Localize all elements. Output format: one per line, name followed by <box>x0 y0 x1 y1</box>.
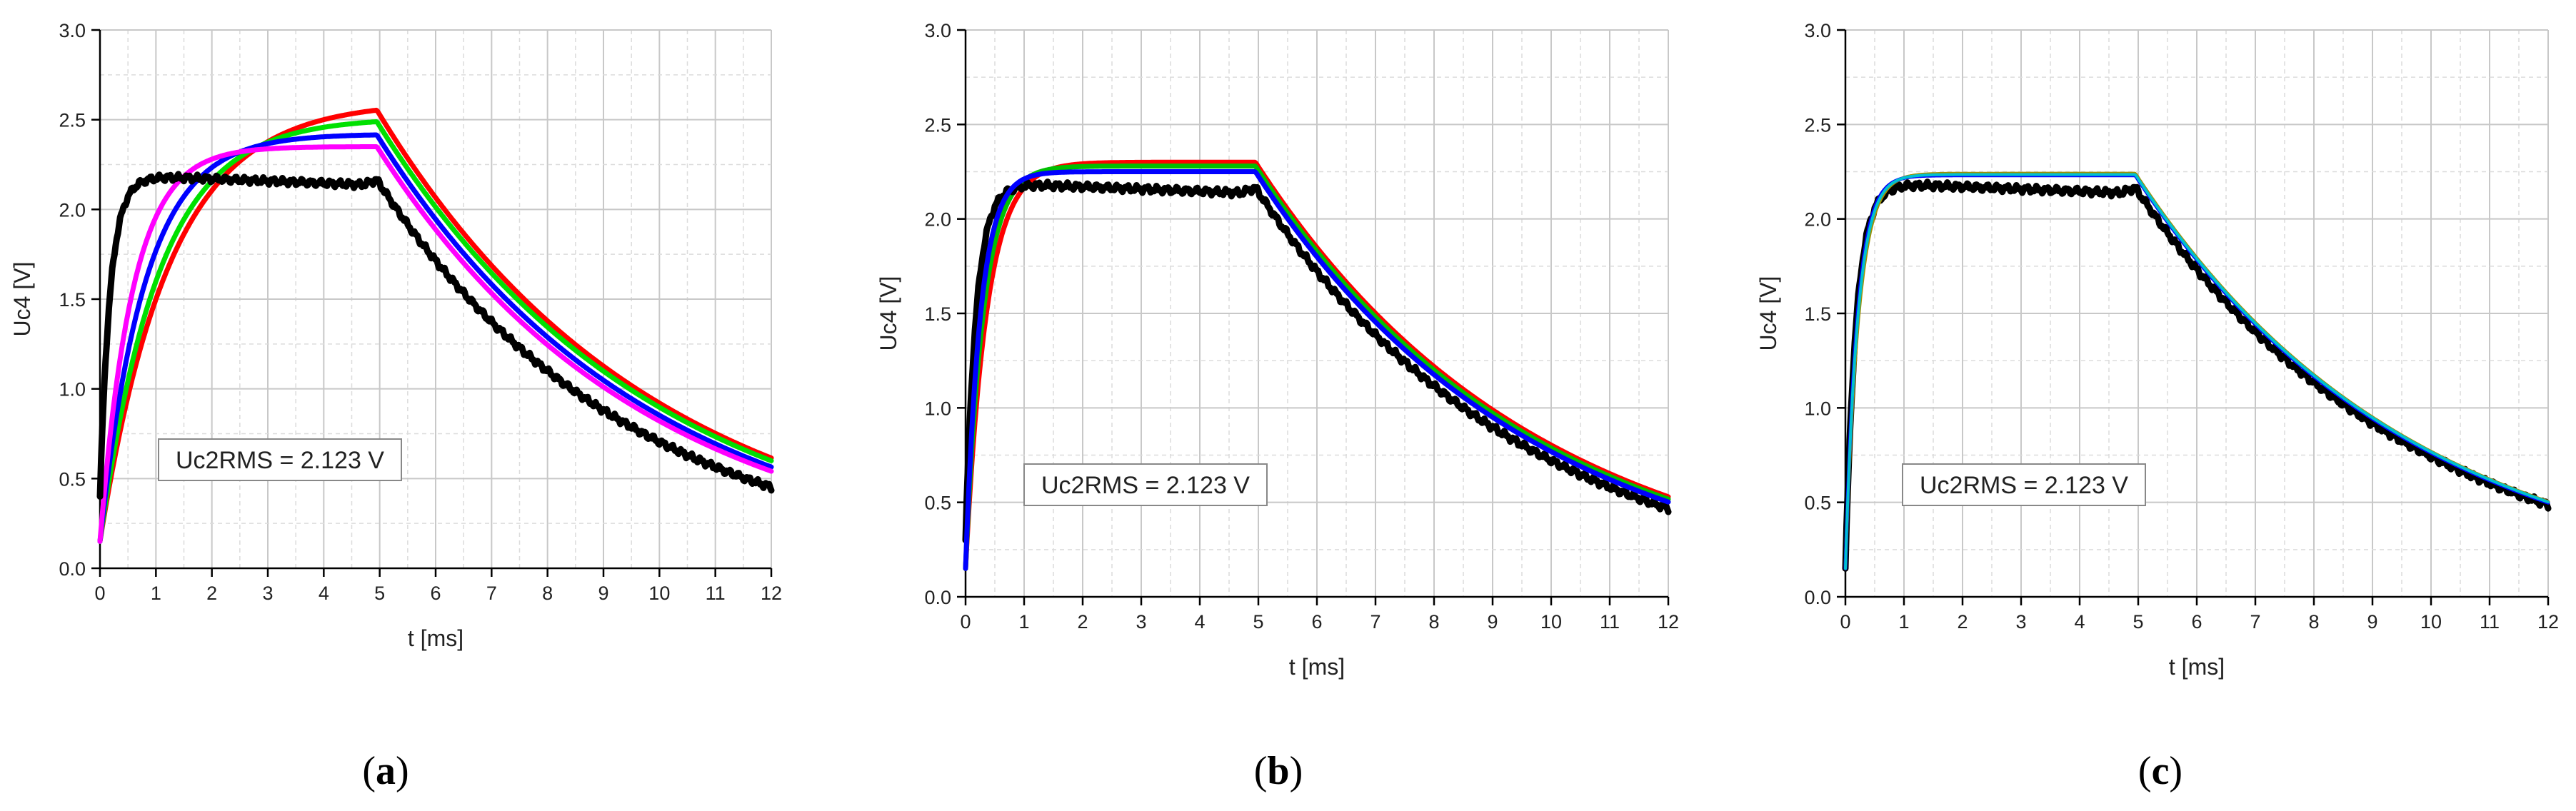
x-tick-label: 7 <box>2250 611 2260 633</box>
x-tick-label: 11 <box>706 583 726 604</box>
y-axis-title: Uc4 [V] <box>876 276 901 351</box>
x-tick-label: 12 <box>2537 611 2559 633</box>
y-tick-label: 2.5 <box>924 114 951 136</box>
x-tick-label: 1 <box>1018 611 1029 633</box>
x-tick-label: 6 <box>430 583 441 604</box>
series-line-measured <box>96 171 775 500</box>
chart-panel-c: 0 1 2 3 4 5 6 7 8 9 10 11 120.00.51.01.52.02.53.0t [… <box>1755 20 2559 793</box>
chart-panel-b: 0 1 2 3 4 5 6 7 8 9 10 11 120.00.51.01.52.02.53.0t [… <box>876 20 1679 793</box>
x-tick-label: 5 <box>2133 611 2143 633</box>
y-tick-label: 1.0 <box>924 398 951 419</box>
y-tick-label: 2.0 <box>1804 209 1831 231</box>
y-tick-label: 3.0 <box>1804 20 1831 41</box>
y-tick-label: 0.5 <box>59 468 86 490</box>
y-tick-label: 1.5 <box>924 303 951 325</box>
y-axis-title: Uc4 [V] <box>9 262 35 337</box>
y-tick-label: 1.5 <box>59 289 86 311</box>
x-tick-label: 7 <box>486 583 497 604</box>
series-line-green <box>963 163 1671 571</box>
panel-label: (c) <box>2138 749 2182 793</box>
x-tick-label: 10 <box>2420 611 2442 633</box>
y-tick-label: 0.0 <box>924 587 951 608</box>
x-tick-label: 5 <box>374 583 385 604</box>
annotation-box <box>1023 463 1268 506</box>
series-line-measured <box>962 178 1672 544</box>
y-tick-label: 1.5 <box>1804 303 1831 325</box>
x-axis-title: t [ms] <box>2169 654 2225 680</box>
series-line-cyan <box>1844 173 2550 570</box>
y-tick-label: 1.0 <box>1804 398 1831 419</box>
x-tick-label: 9 <box>598 583 608 604</box>
x-tick-label: 12 <box>761 583 782 604</box>
panel-label: (a) <box>362 749 409 793</box>
x-tick-label: 4 <box>2074 611 2085 633</box>
annotation-box <box>158 438 402 481</box>
x-axis-title: t [ms] <box>408 625 463 651</box>
series-line-magenta <box>97 144 774 544</box>
x-tick-label: 0 <box>94 583 105 604</box>
x-tick-label: 10 <box>648 583 670 604</box>
chart-panel-a: 0 1 2 3 4 5 6 7 8 9 10 11 120.00.51.01.52.02.53.0t [… <box>9 20 782 793</box>
x-tick-label: 8 <box>1428 611 1439 633</box>
x-tick-label: 3 <box>2015 611 2026 633</box>
x-tick-label: 4 <box>1194 611 1205 633</box>
x-tick-label: 2 <box>1077 611 1088 633</box>
x-tick-label: 3 <box>1136 611 1146 633</box>
x-tick-label: 1 <box>151 583 161 604</box>
x-tick-label: 12 <box>1658 611 1679 633</box>
x-tick-label: 6 <box>1311 611 1322 633</box>
x-tick-label: 2 <box>206 583 217 604</box>
series-line-measured <box>1842 178 2552 572</box>
y-tick-label: 3.0 <box>924 20 951 41</box>
y-tick-label: 0.0 <box>59 558 86 580</box>
x-tick-label: 11 <box>2480 611 2500 633</box>
x-tick-label: 4 <box>319 583 329 604</box>
x-tick-label: 10 <box>1540 611 1562 633</box>
x-tick-label: 2 <box>1957 611 1968 633</box>
series-line-blue <box>97 132 774 544</box>
annotation-text: Uc2RMS = 2.123 V <box>1041 472 1250 499</box>
x-tick-label: 5 <box>1253 611 1263 633</box>
y-tick-label: 3.0 <box>59 20 86 41</box>
annotation-box <box>1902 463 2146 506</box>
x-tick-label: 8 <box>542 583 553 604</box>
x-tick-label: 3 <box>262 583 273 604</box>
x-tick-label: 8 <box>2308 611 2319 633</box>
annotation-text: Uc2RMS = 2.123 V <box>176 447 384 474</box>
x-tick-label: 0 <box>960 611 971 633</box>
y-tick-label: 0.5 <box>1804 493 1831 514</box>
series-line-red <box>97 107 774 544</box>
y-tick-label: 2.5 <box>1804 114 1831 136</box>
y-tick-label: 1.0 <box>59 379 86 401</box>
x-tick-label: 1 <box>1898 611 1909 633</box>
y-axis-title: Uc4 [V] <box>1755 276 1781 351</box>
panel-label: (b) <box>1254 749 1303 793</box>
x-tick-label: 9 <box>1487 611 1498 633</box>
y-tick-label: 0.5 <box>924 493 951 514</box>
annotation-text: Uc2RMS = 2.123 V <box>1920 472 2128 499</box>
y-tick-label: 2.5 <box>59 110 86 131</box>
y-tick-label: 0.0 <box>1804 587 1831 608</box>
y-tick-label: 2.0 <box>924 209 951 231</box>
x-tick-label: 7 <box>1370 611 1380 633</box>
x-tick-label: 9 <box>2367 611 2377 633</box>
x-tick-label: 6 <box>2191 611 2202 633</box>
series-line-blue <box>963 169 1671 571</box>
x-axis-title: t [ms] <box>1289 654 1345 680</box>
y-tick-label: 2.0 <box>59 199 86 221</box>
x-tick-label: 11 <box>1600 611 1620 633</box>
x-tick-label: 0 <box>1840 611 1850 633</box>
